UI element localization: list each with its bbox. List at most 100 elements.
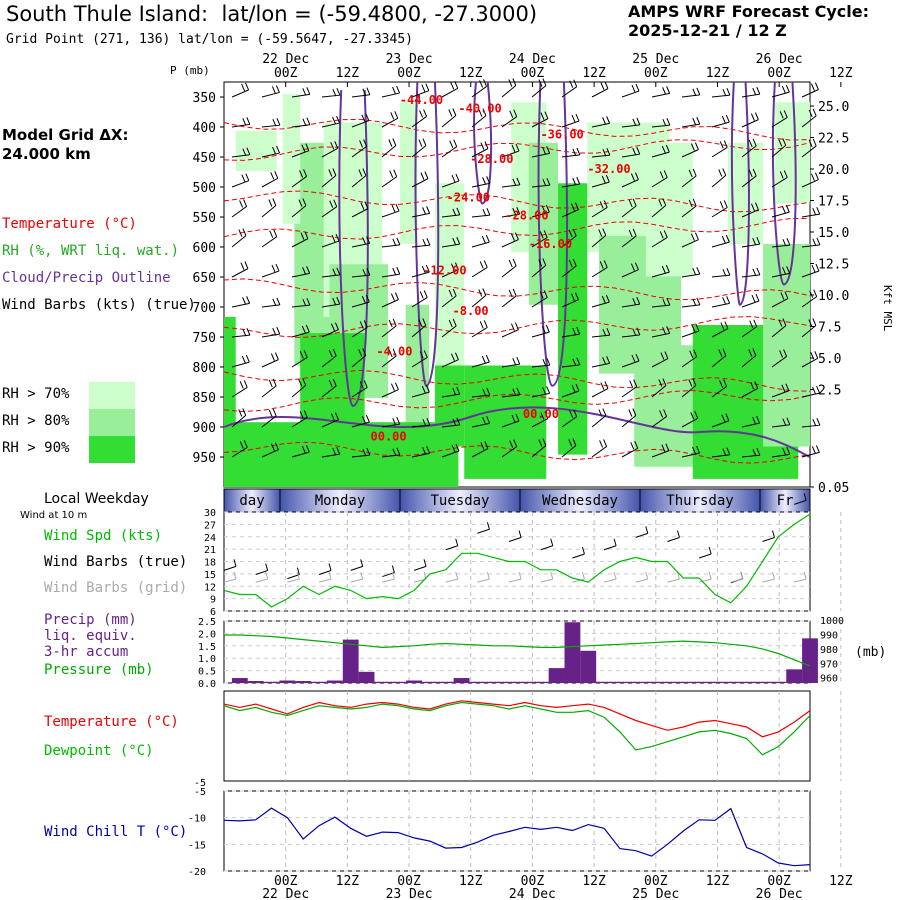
wind-barb <box>471 182 490 188</box>
wind-barb-flag <box>482 208 487 217</box>
wind-barb-flag <box>756 267 761 276</box>
wind-barb-flag <box>358 349 363 357</box>
wind-barb-flag <box>692 298 697 307</box>
wind-barb-flag <box>451 444 456 453</box>
wind-barb-flag <box>513 439 518 447</box>
wind-barb <box>531 392 550 398</box>
wind-barb-flag <box>814 351 819 359</box>
wind-barb-flag <box>243 199 248 207</box>
isotherm-line <box>223 369 811 392</box>
wind-barb-flag <box>750 203 755 211</box>
bottom-date-label: 23 Dec <box>386 887 433 900</box>
wind-barb-flag <box>598 409 603 417</box>
wind-barb <box>771 453 790 458</box>
height-tick-label: 2.5 <box>818 384 841 399</box>
wind-barb-flag <box>544 111 549 119</box>
wind-barb-flag <box>573 409 578 417</box>
wind-barb-flag <box>511 414 516 423</box>
wind-barb-flag <box>366 87 371 95</box>
wind-barb-flag <box>336 115 341 124</box>
wind-barb-flag <box>388 319 393 328</box>
wind-barb-flag <box>812 318 817 326</box>
wind-barb <box>381 389 399 398</box>
precip-bar <box>247 681 264 683</box>
wind-barb <box>351 208 369 218</box>
wind-barb <box>621 303 640 308</box>
wind-barb-flag <box>602 148 607 157</box>
windspd-panel <box>223 493 842 612</box>
wind-barb-flag <box>540 412 545 420</box>
wind-barb-flag <box>272 198 277 206</box>
temperature-label: -8.00 <box>453 304 489 318</box>
top-time-tick: 12Z <box>459 66 483 81</box>
wind-barb-flag <box>546 357 551 366</box>
wind-barb <box>531 211 550 218</box>
precip-bar <box>342 639 359 683</box>
wind-barb-flag <box>570 293 575 301</box>
wind-barb-flag <box>660 352 665 360</box>
wind-barb-flag <box>723 200 728 208</box>
wind-barb-flag <box>541 325 546 334</box>
wind-barb <box>381 273 400 278</box>
wind-barb-flag <box>812 108 817 117</box>
temperature-label: -12.00 <box>423 263 466 277</box>
wind-barb <box>441 325 457 338</box>
windchill-panel-frame <box>223 790 811 872</box>
wind-barb <box>501 150 520 158</box>
wind-barb-flag <box>302 198 307 206</box>
wind-barb-flag <box>786 417 791 425</box>
wind-barb-flag <box>750 113 755 121</box>
top-time-tick: 00Z <box>274 66 298 81</box>
wind-barb <box>321 122 340 128</box>
wind-barb-flag <box>662 87 667 95</box>
windgrid-barb <box>540 578 553 583</box>
wind-barb <box>381 92 400 98</box>
isotherm-line <box>223 118 811 141</box>
wind-barb-flag <box>601 175 606 184</box>
wind-barb-flag <box>748 349 753 357</box>
wind-barb-flag <box>275 85 280 93</box>
wind-barb-flag <box>749 320 754 328</box>
wind-barb-flag <box>725 114 730 123</box>
rh-region <box>399 102 418 244</box>
wind-barb-flag <box>666 297 671 306</box>
wind-barb-flag <box>752 448 757 457</box>
wind-barb-flag <box>692 198 697 207</box>
wind-barb-flag <box>809 290 814 298</box>
wind-barb <box>381 176 398 188</box>
dewpoint-label: Dewpoint (°C) <box>44 743 154 759</box>
wind-barb-flag <box>448 109 453 117</box>
wind-barb <box>471 327 488 338</box>
windgrid-barb-flag <box>772 571 775 580</box>
wind10-barb-flag <box>486 522 490 530</box>
wind-barb-flag <box>576 176 581 185</box>
wind-barb-flag <box>246 117 251 125</box>
bottom-date-label: 22 Dec <box>262 887 309 900</box>
rh-region <box>763 244 810 447</box>
wind-barb-flag <box>419 110 424 118</box>
pressure-tick-label: 850 <box>193 391 216 406</box>
weekday-label: Fr <box>777 493 794 509</box>
wind-barb <box>681 273 700 278</box>
top-time-tick: 12Z <box>706 66 730 81</box>
wind-barb-flag <box>482 108 487 116</box>
wind-barb-flag <box>366 236 371 244</box>
windchill-tick-label: -15 <box>188 840 206 851</box>
wind-barb <box>561 265 577 278</box>
wind-barb-flag <box>335 233 340 242</box>
wind-barb-flag <box>778 319 783 327</box>
wind-barb <box>291 150 310 158</box>
wind-barb-flag <box>629 380 634 388</box>
wind-barb <box>441 115 457 128</box>
wind-barb-flag <box>512 178 517 187</box>
wind-barb-flag <box>330 413 335 421</box>
wind-barb-flag <box>303 350 308 358</box>
wind-barb <box>531 364 550 368</box>
wind-barb <box>591 206 608 218</box>
wind10-barb <box>318 570 332 575</box>
wind-barb <box>471 422 490 428</box>
wind-barb-flag <box>540 112 545 120</box>
isotherm-line <box>223 278 811 301</box>
wind-barb <box>321 329 339 338</box>
wind-barb-flag <box>396 447 401 456</box>
